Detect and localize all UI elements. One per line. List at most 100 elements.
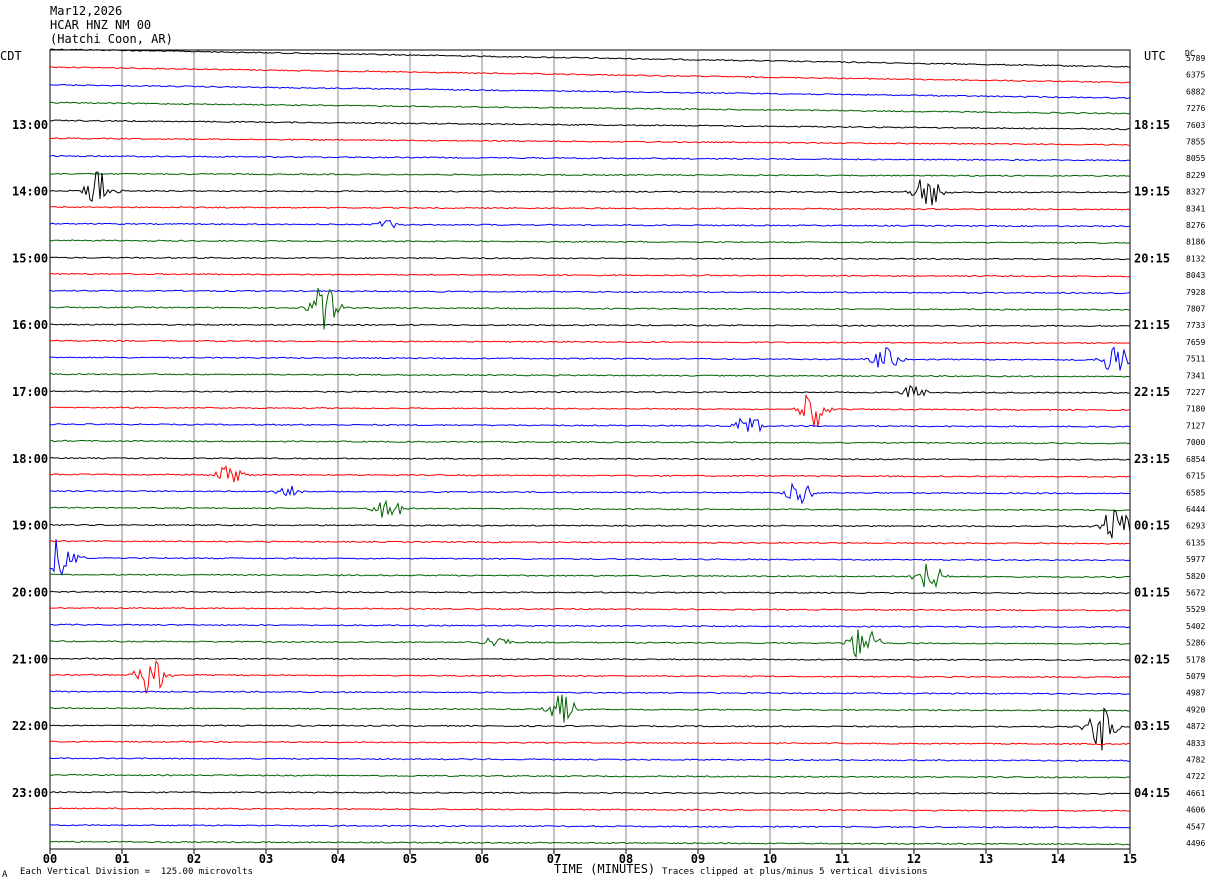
right-hour-label: 21:15 [1134, 318, 1170, 332]
left-hour-label: 15:00 [12, 251, 48, 265]
station-label: HCAR HNZ NM 00 [50, 18, 152, 32]
right-hour-label: 18:15 [1134, 118, 1170, 132]
dc-offset-label: 4496 [1186, 839, 1205, 848]
x-tick-label: 00 [43, 852, 57, 866]
seismic-trace [49, 629, 1131, 659]
seismic-trace [49, 590, 1131, 595]
x-tick-label: 12 [907, 852, 921, 866]
seismic-trace [49, 606, 1131, 612]
right-hour-label: 03:15 [1134, 719, 1170, 733]
seismic-trace [49, 694, 1131, 723]
seismic-trace [50, 385, 1130, 398]
dc-offset-label: 7127 [1186, 421, 1205, 430]
seismic-trace [49, 137, 1130, 146]
corner-mark: A [2, 870, 8, 880]
seismic-trace [49, 101, 1131, 115]
dc-offset-label: 7511 [1186, 355, 1205, 364]
seismic-trace [49, 83, 1131, 100]
dc-offset-label: 8229 [1186, 171, 1205, 180]
x-tick-label: 08 [619, 852, 633, 866]
seismic-trace [49, 539, 1131, 577]
left-hour-label: 14:00 [12, 185, 48, 199]
dc-offset-label: 7000 [1186, 438, 1205, 447]
right-hour-label: 22:15 [1134, 385, 1170, 399]
dc-offset-label: 6882 [1186, 87, 1205, 96]
dc-offset-label: 8132 [1186, 254, 1205, 263]
seismic-trace [50, 509, 1131, 539]
seismic-trace [49, 346, 1131, 371]
seismic-trace [49, 119, 1131, 131]
x-axis-title: TIME (MINUTES) [554, 862, 655, 876]
scale-note: Each Vertical Division = 125.00 microvol… [20, 867, 253, 877]
seismic-trace [49, 773, 1131, 779]
dc-offset-label: 7276 [1186, 104, 1205, 113]
seismic-trace [49, 623, 1131, 629]
right-hour-label: 01:15 [1134, 585, 1170, 599]
dc-offset-label: 7928 [1186, 288, 1205, 297]
seismic-trace [49, 840, 1131, 846]
seismic-trace [49, 172, 1131, 177]
seismic-trace [49, 372, 1131, 378]
seismic-trace [49, 456, 1131, 461]
seismic-trace [49, 205, 1131, 211]
seismic-trace [49, 256, 1131, 261]
seismic-trace [49, 239, 1131, 244]
axis-labels: CDT UTC DC TIME (MINUTES) 00 01 02 03 04 05 06… [0, 49, 1205, 876]
right-timezone-label: UTC [1144, 49, 1166, 63]
dc-offset-label: 4833 [1186, 739, 1205, 748]
x-tick-label: 15 [1123, 852, 1137, 866]
dc-offset-label: 7855 [1186, 138, 1205, 147]
dc-offset-label: 4606 [1186, 806, 1205, 815]
dc-offset-label: 4722 [1186, 772, 1205, 781]
dc-offset-label: 7659 [1186, 338, 1205, 347]
right-hour-label: 23:15 [1134, 452, 1170, 466]
x-tick-label: 09 [691, 852, 705, 866]
seismic-trace [49, 659, 1131, 694]
seismic-trace [50, 482, 1131, 505]
dc-offset-label: 7733 [1186, 321, 1205, 330]
dc-offset-label: 7807 [1186, 305, 1205, 314]
dc-offset-label: 4920 [1186, 705, 1205, 714]
right-hour-label: 04:15 [1134, 786, 1170, 800]
left-hour-label: 21:00 [12, 652, 48, 666]
left-hour-label: 18:00 [12, 452, 48, 466]
dc-offset-label: 5977 [1186, 555, 1205, 564]
dc-offset-label: 4872 [1186, 722, 1205, 731]
x-tick-label: 04 [331, 852, 345, 866]
seismogram-traces [49, 48, 1131, 846]
seismic-trace [49, 740, 1131, 746]
left-hour-label: 23:00 [12, 786, 48, 800]
x-tick-label: 02 [187, 852, 201, 866]
date-label: Mar12,2026 [50, 4, 123, 18]
seismic-trace [49, 540, 1131, 545]
dc-offset-label: 6135 [1186, 538, 1205, 547]
x-tick-label: 03 [259, 852, 273, 866]
seismic-trace [50, 287, 1131, 330]
right-hour-label: 02:15 [1134, 652, 1170, 666]
dc-offset-label: 5178 [1186, 655, 1205, 664]
dc-offset-label: 5402 [1186, 622, 1205, 631]
seismic-trace [49, 791, 1131, 795]
dc-offset-label: 8043 [1186, 271, 1205, 280]
dc-offset-label: 5529 [1186, 605, 1205, 614]
dc-offset-label: 5820 [1186, 572, 1205, 581]
dc-offset-label: 8055 [1186, 154, 1205, 163]
dc-offset-label: 4782 [1186, 755, 1205, 764]
left-hour-label: 16:00 [12, 318, 48, 332]
dc-offset-label: 5079 [1186, 672, 1205, 681]
dc-offset-label: 4661 [1186, 789, 1205, 798]
seismic-trace [49, 339, 1131, 345]
seismic-trace [49, 465, 1131, 483]
x-tick-label: 06 [475, 852, 489, 866]
seismic-trace [49, 657, 1131, 662]
dc-offset-label: 6375 [1186, 71, 1205, 80]
plot-frame [49, 49, 1131, 850]
seismic-trace [49, 393, 1131, 427]
left-hour-label: 22:00 [12, 719, 48, 733]
x-tick-label: 10 [763, 852, 777, 866]
seismic-trace [49, 272, 1131, 278]
seismic-trace [49, 323, 1131, 328]
time-grid [49, 49, 1131, 854]
clipping-note: Traces clipped at plus/minus 5 vertical … [662, 867, 928, 877]
